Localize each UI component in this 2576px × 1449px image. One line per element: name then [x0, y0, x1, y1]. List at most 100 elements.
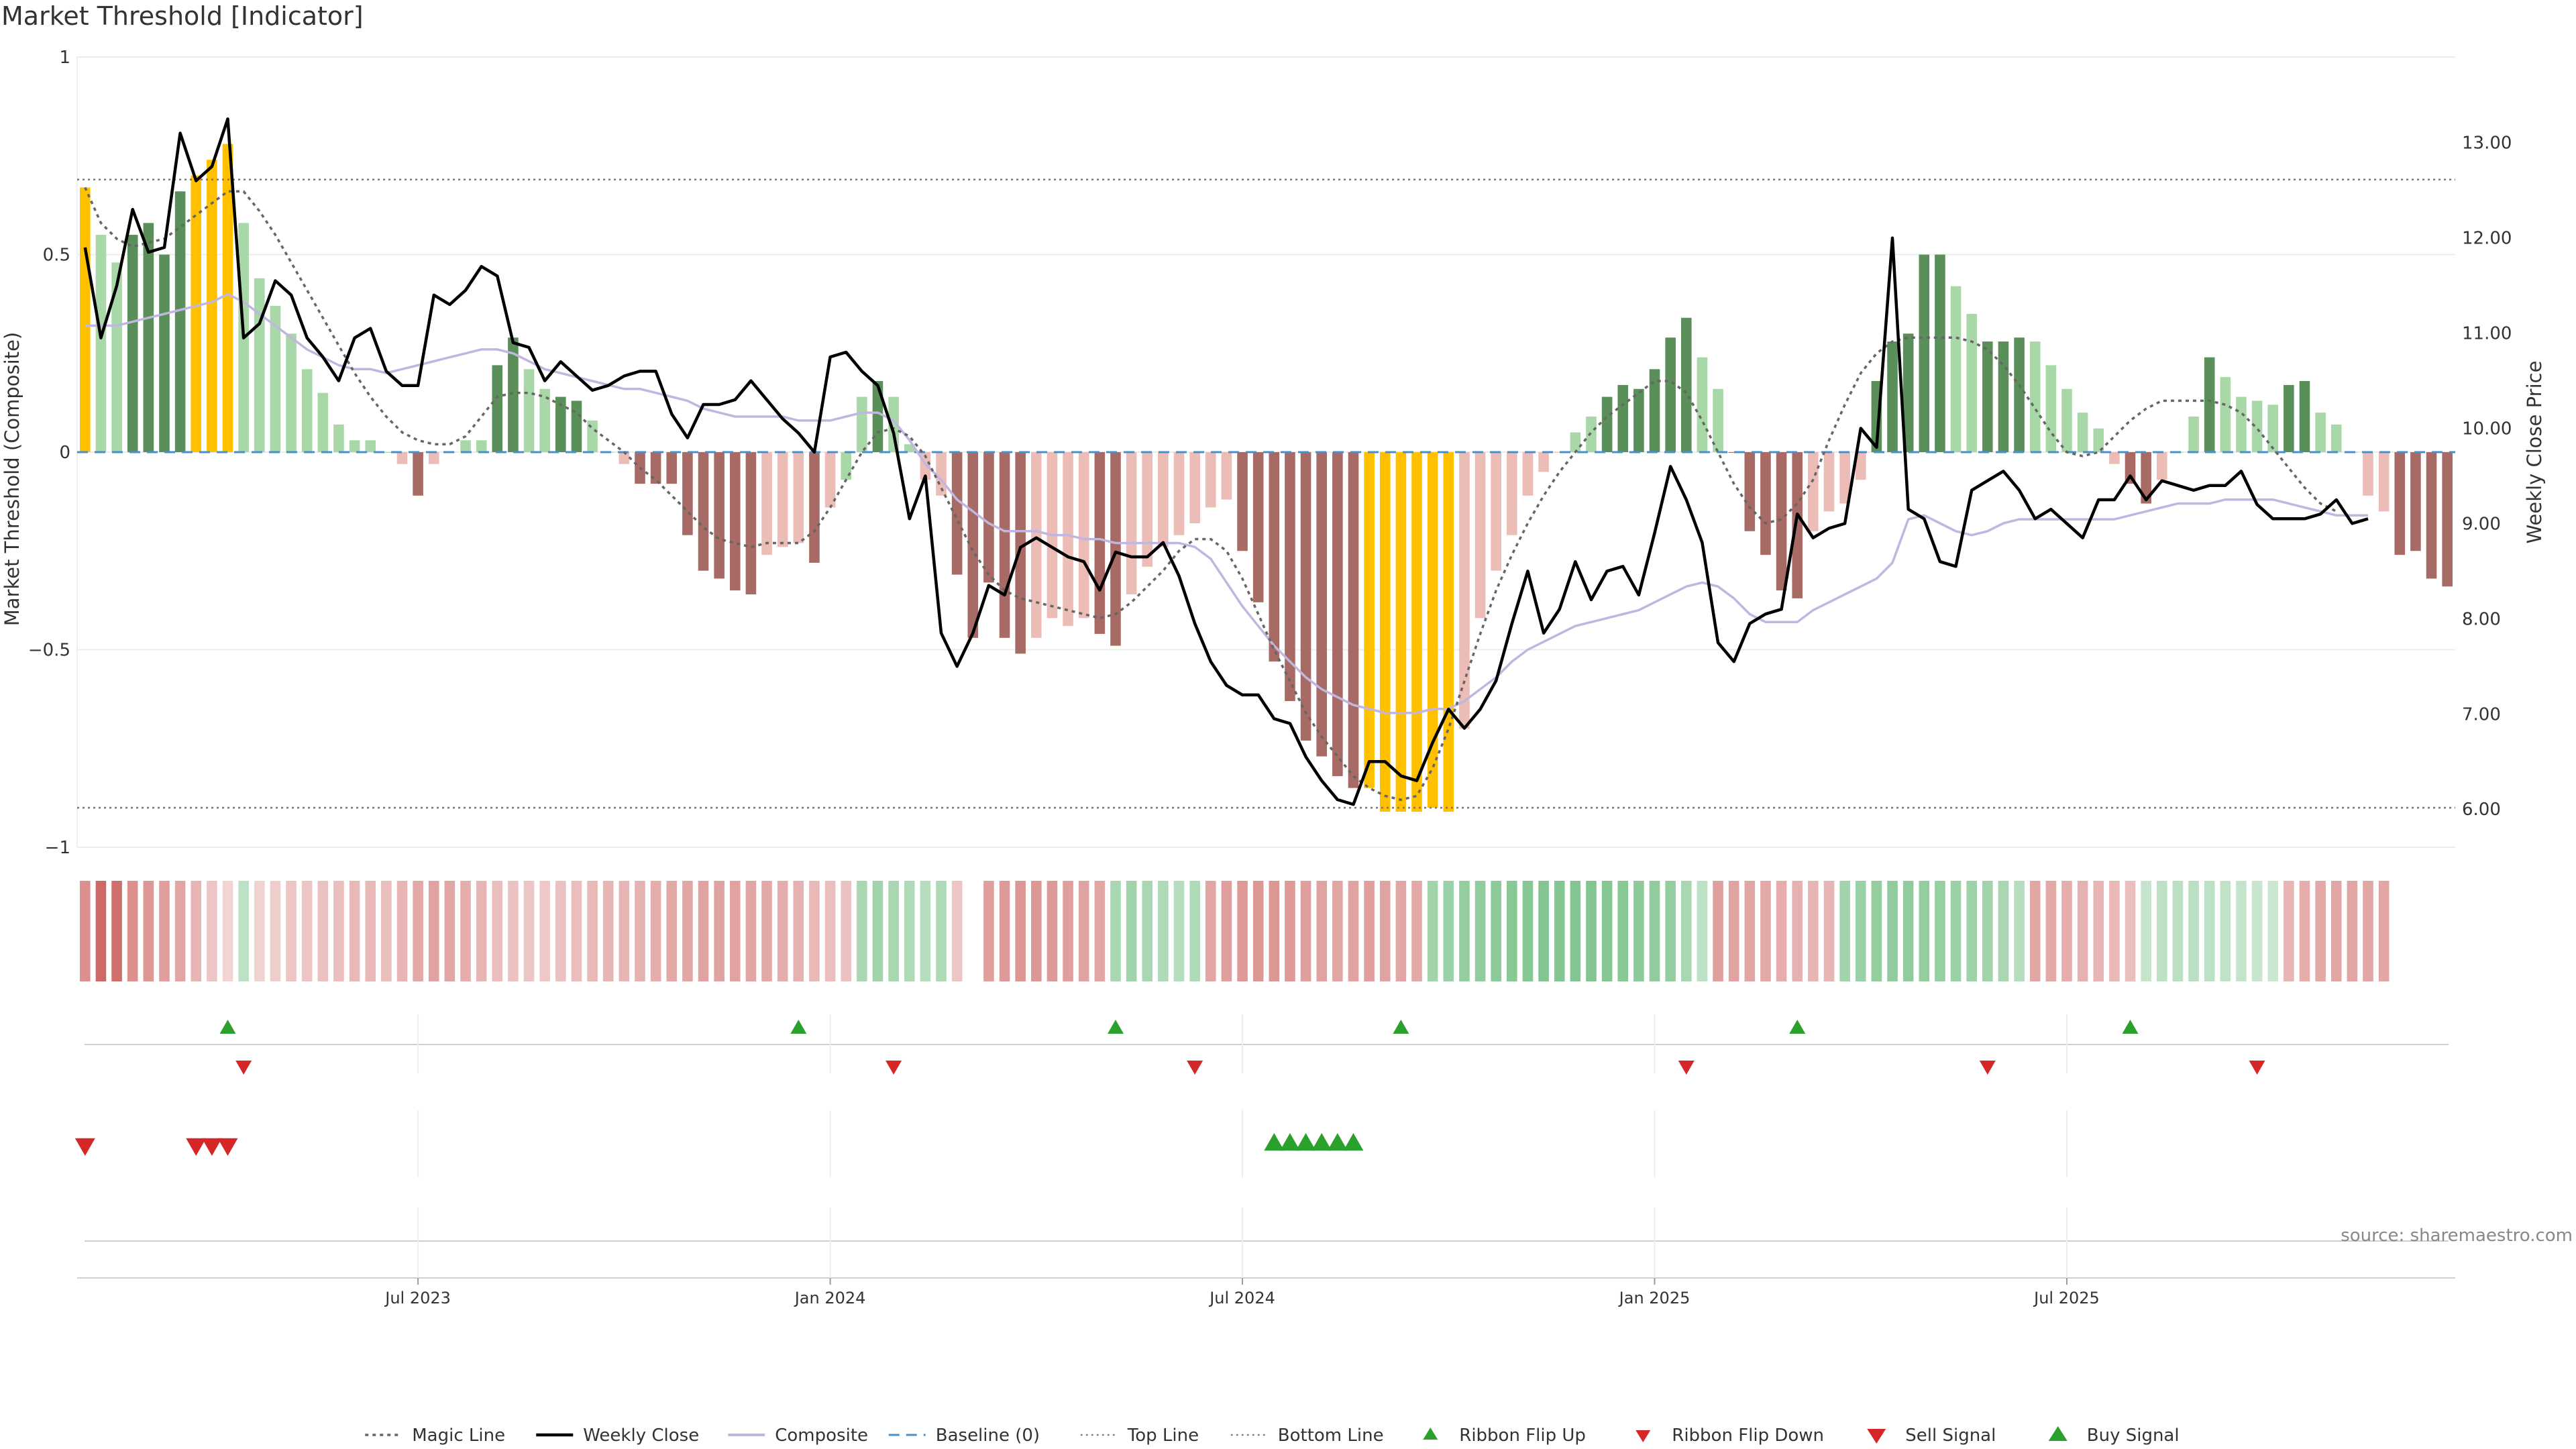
ribbon-cell [1189, 881, 1200, 981]
ribbon-cell [1902, 881, 1914, 981]
composite-bar [1919, 254, 1930, 452]
y2-tick-label: 9.00 [2462, 514, 2501, 534]
ribbon-cell [1221, 881, 1232, 981]
ribbon-cell [904, 881, 915, 981]
composite-bar [1522, 452, 1534, 496]
y-tick-label: 0 [59, 443, 70, 463]
ribbon-cell [1760, 881, 1771, 981]
ribbon-cell [1570, 881, 1581, 981]
composite-bar [1776, 452, 1787, 591]
y-tick-label: −1 [45, 838, 70, 858]
ribbon-cell [539, 881, 550, 981]
sell-signal-marker [186, 1138, 207, 1156]
y2-tick-label: 8.00 [2462, 609, 2501, 629]
composite-bar [476, 440, 487, 452]
ribbon-cell [2077, 881, 2088, 981]
ribbon-cell [920, 881, 931, 981]
ribbon-cell [2284, 881, 2294, 981]
ribbon-cell [1348, 881, 1359, 981]
ribbon-cell [1919, 881, 1930, 981]
composite-bar [2188, 416, 2199, 452]
ribbon-cell [2220, 881, 2231, 981]
ribbon-cell [666, 881, 678, 981]
composite-bar [1379, 452, 1391, 812]
composite-bar [2267, 405, 2279, 452]
ribbon-cell [1046, 881, 1058, 981]
composite-bar [872, 380, 883, 452]
buy-signal-marker [1343, 1133, 1364, 1151]
ribbon-cell [365, 881, 376, 981]
legend-label: Composite [775, 1426, 868, 1446]
composite-bar [1554, 452, 1565, 453]
composite-bar [2045, 365, 2057, 452]
ribbon-cell [1094, 881, 1106, 981]
composite-bar [174, 191, 186, 452]
composite-bar [428, 452, 439, 464]
composite-bar [2284, 384, 2294, 452]
composite-bar [1269, 452, 1280, 662]
composite-bar [2236, 396, 2247, 452]
composite-bar [1665, 337, 1676, 452]
composite-bar [2204, 357, 2215, 452]
buy-signal-marker [1264, 1133, 1285, 1151]
composite-bar [2014, 337, 2025, 452]
legend-item: Magic Line [365, 1426, 505, 1446]
ribbon-cell [809, 881, 820, 981]
ribbon-cell [1982, 881, 1993, 981]
ribbon-cell [635, 881, 645, 981]
composite-bar [333, 424, 344, 452]
ribbon-cell [523, 881, 535, 981]
ribbon-cell [1205, 881, 1216, 981]
ribbon-cell [714, 881, 724, 981]
buy-signal-marker [1311, 1133, 1332, 1151]
composite-bar [2378, 452, 2390, 512]
composite-bar [301, 369, 313, 452]
composite-bar [1158, 452, 1169, 547]
ribbon-cell [841, 881, 852, 981]
composite-bar [1823, 452, 1835, 512]
y-tick-label: 1 [59, 48, 70, 68]
composite-bar [888, 396, 899, 452]
ribbon-cell [777, 881, 788, 981]
ribbon-cell [555, 881, 566, 981]
composite-bar [222, 144, 233, 452]
composite-bar [508, 337, 519, 452]
composite-bar [2315, 413, 2326, 452]
ribbon-cell [127, 881, 138, 981]
composite-bar [571, 400, 582, 452]
x-tick-label: Jul 2025 [2033, 1289, 2100, 1307]
composite-bar [1237, 452, 1248, 551]
composite-bar [904, 444, 915, 452]
y-tick-label: −0.5 [28, 641, 70, 661]
composite-bar [396, 452, 408, 464]
composite-bar [1364, 452, 1375, 788]
composite-bar [2093, 428, 2104, 452]
composite-bar [650, 452, 661, 484]
legend-item: Ribbon Flip Up [1423, 1426, 1586, 1446]
composite-bar [460, 440, 471, 452]
magic-line [84, 186, 2337, 802]
composite-bar [1205, 452, 1216, 508]
ribbon-flip-down-marker [885, 1061, 902, 1075]
composite-bar [1427, 452, 1438, 808]
ribbon-cell [729, 881, 741, 981]
ribbon-cell [476, 881, 487, 981]
ribbon-cell [745, 881, 757, 981]
y2-tick-label: 11.00 [2462, 324, 2512, 344]
ribbon-cell [1364, 881, 1375, 981]
ribbon-cell [238, 881, 249, 981]
composite-bar [2141, 452, 2151, 504]
composite-bar [1713, 388, 1723, 452]
composite-bar [1094, 452, 1106, 634]
composite-bar [1935, 254, 1945, 452]
ribbon-cell [602, 881, 614, 981]
composite-bar [1998, 341, 2009, 452]
ribbon-cell [2109, 881, 2120, 981]
ribbon-cell [1474, 881, 1486, 981]
ribbon-cell [254, 881, 265, 981]
ribbon-flip-up-marker [1107, 1020, 1124, 1034]
ribbon-cell [2363, 881, 2373, 981]
ribbon-cell [1252, 881, 1264, 981]
composite-bar [80, 187, 91, 452]
composite-bar [714, 452, 724, 579]
